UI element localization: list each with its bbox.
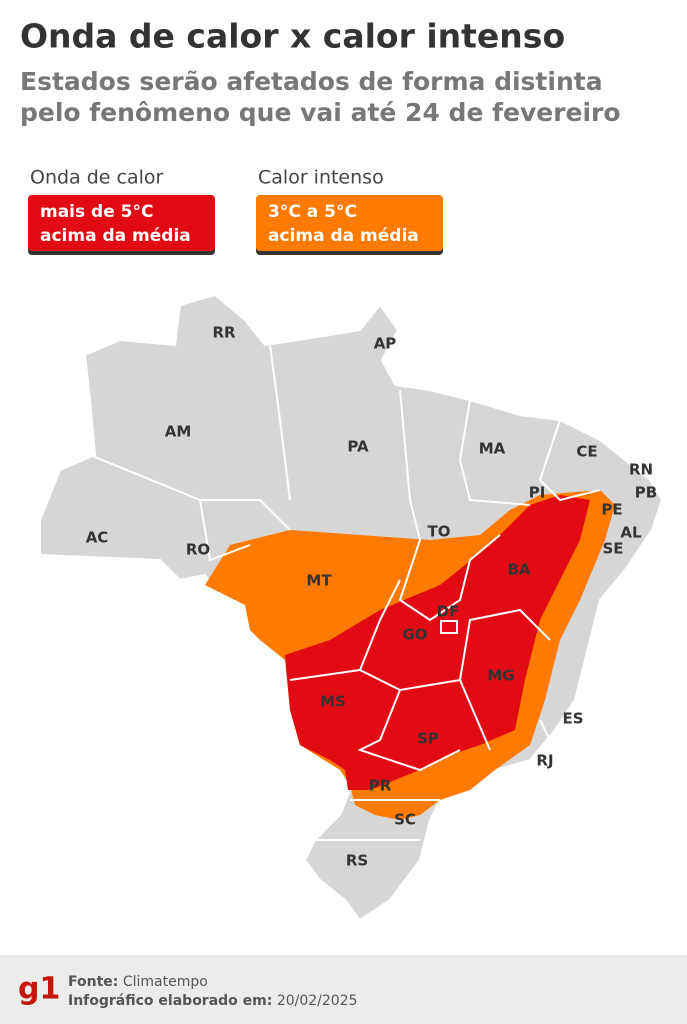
state-label: MG (487, 667, 514, 685)
state-label: SC (394, 811, 416, 829)
state-label: BA (507, 561, 530, 579)
state-label: PA (347, 438, 369, 456)
state-label: RO (186, 541, 210, 559)
source-value: Climatempo (123, 974, 208, 990)
legend-swatch (28, 195, 215, 251)
state-label: MS (320, 693, 346, 711)
footer-bar (0, 955, 687, 1024)
subtitle: Estados serão afetados de forma distinta (20, 67, 603, 96)
logo: g1 (18, 972, 60, 1007)
state-label: RN (629, 461, 653, 479)
legend-description: 3°C a 5°C (268, 202, 357, 222)
credit-label: Infográfico elaborado em: (68, 993, 272, 1009)
credit: Infográfico elaborado em: 20/02/2025 (68, 993, 358, 1009)
legend-swatch (256, 195, 443, 251)
legend-description: mais de 5°C (40, 202, 153, 222)
credit-date: 20/02/2025 (277, 993, 358, 1009)
state-label: DF (437, 603, 460, 621)
state-label: ES (562, 710, 583, 728)
source-label: Fonte: (68, 974, 118, 990)
state-label: MT (306, 572, 332, 590)
state-label: SP (417, 730, 439, 748)
state-borders (89, 344, 601, 841)
state-label: RJ (536, 752, 553, 770)
state-label: GO (402, 626, 427, 644)
subtitle: pelo fenômeno que vai até 24 de fevereir… (20, 98, 621, 127)
state-label: RS (346, 852, 368, 870)
state-label: PB (635, 484, 657, 502)
legend-label: Calor intenso (258, 167, 384, 189)
state-label: AC (86, 529, 109, 547)
state-label: AL (620, 524, 642, 542)
state-label: MA (479, 440, 506, 458)
state-label: AP (374, 335, 397, 353)
state-label: SE (602, 540, 623, 558)
source: Fonte: Climatempo (68, 974, 208, 990)
legend: Onda de calor mais de 5°C acima da média Ca… (28, 167, 443, 255)
title: Onda de calor x calor intenso (20, 17, 565, 56)
legend-description: acima da média (40, 226, 191, 246)
state-label: RR (212, 324, 236, 342)
legend-label: Onda de calor (30, 167, 164, 189)
state-label: AM (165, 423, 192, 441)
legend-description: acima da média (268, 226, 419, 246)
heat-zone (285, 495, 590, 790)
state-label: TO (428, 523, 451, 541)
state-label: PI (529, 484, 546, 502)
state-label: PE (601, 501, 622, 519)
state-label: PR (369, 777, 392, 795)
state-label: CE (576, 443, 597, 461)
